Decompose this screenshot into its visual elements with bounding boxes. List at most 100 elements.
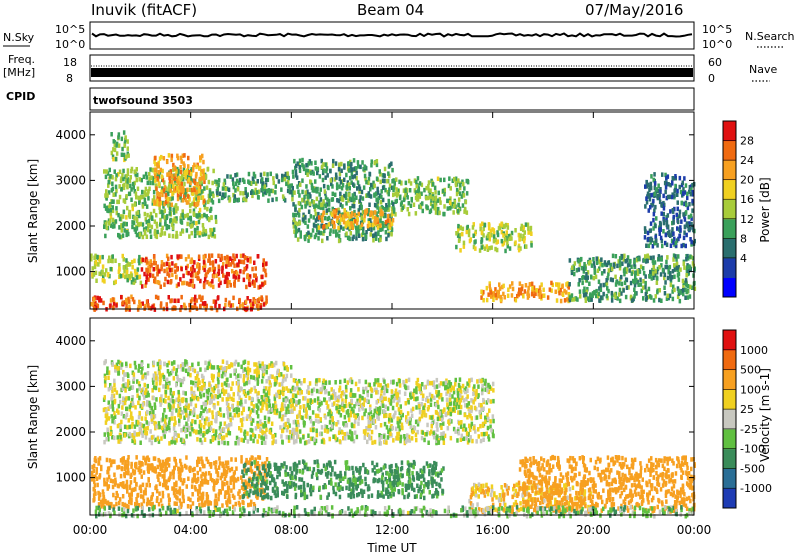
data-cell-0-10-97 <box>507 287 510 292</box>
data-cell-0-6-577 <box>322 162 325 167</box>
data-cell-1-1-897 <box>190 380 193 385</box>
data-cell-0-8-87 <box>400 200 403 205</box>
data-cell-1-1-651 <box>141 366 144 371</box>
data-cell-0-3-514 <box>139 195 143 200</box>
data-cell-1-1-691 <box>137 368 140 373</box>
data-cell-0-8-174 <box>419 204 423 209</box>
data-cell-1-1-338 <box>205 389 209 394</box>
data-cell-0-3-84 <box>117 172 120 177</box>
data-cell-1-0-244 <box>173 493 177 498</box>
nsky-label: N.Sky <box>3 31 35 44</box>
data-cell-0-11-202 <box>578 289 582 294</box>
data-cell-0-3-460 <box>175 183 179 188</box>
data-cell-1-0-592 <box>101 499 105 504</box>
data-cell-0-5-87 <box>267 188 270 193</box>
data-cell-1-0-395 <box>232 472 236 477</box>
data-cell-0-8-160 <box>455 191 459 197</box>
data-cell-1-0-363 <box>108 458 112 463</box>
data-cell-0-10-78 <box>521 284 524 289</box>
data-cell-1-0-609 <box>255 494 259 499</box>
data-cell-1-1-834 <box>217 440 221 446</box>
data-cell-0-3-104 <box>118 194 122 200</box>
data-cell-0-8-33 <box>414 211 418 216</box>
data-cell-0-6-311 <box>317 211 320 217</box>
data-cell-0-11-289 <box>621 261 624 266</box>
data-cell-0-5-57 <box>256 179 259 184</box>
data-cell-0-6-286 <box>365 230 368 235</box>
data-cell-0-5-32 <box>226 174 229 179</box>
data-cell-0-3-340 <box>146 227 150 233</box>
data-cell-0-1-240 <box>146 268 149 273</box>
data-cell-0-5-65 <box>287 175 290 181</box>
data-cell-0-11-359 <box>648 273 651 279</box>
data-cell-1-1-74 <box>207 387 211 393</box>
data-cell-0-11-131 <box>598 286 601 291</box>
data-cell-1-1-8 <box>264 434 268 440</box>
data-cell-0-6-265 <box>355 170 358 176</box>
data-cell-1-0-611 <box>193 485 197 490</box>
data-cell-0-11-70 <box>667 270 670 275</box>
data-cell-1-1-949 <box>252 404 256 409</box>
data-cell-0-2-21 <box>122 152 126 158</box>
data-cell-1-1-871 <box>125 406 128 412</box>
data-cell-1-0-75 <box>163 473 166 479</box>
data-cell-0-0-4 <box>111 258 114 264</box>
data-cell-1-0-134 <box>179 477 183 483</box>
data-cell-0-3-404 <box>206 166 210 172</box>
data-cell-0-5-112 <box>290 183 293 188</box>
data-cell-1-1-70 <box>144 435 148 440</box>
data-cell-1-1-41 <box>263 386 266 391</box>
data-cell-1-1-797 <box>124 372 127 377</box>
data-cell-0-10-93 <box>550 280 553 286</box>
data-cell-1-1-790 <box>208 427 211 433</box>
data-cell-0-3-268 <box>164 221 167 227</box>
data-cell-0-9-16 <box>519 226 523 231</box>
data-cell-0-12-242 <box>649 228 652 233</box>
data-cell-0-11-257 <box>618 256 622 261</box>
data-cell-0-3-7 <box>176 173 180 178</box>
data-cell-1-1-588 <box>216 384 220 389</box>
data-cell-1-1-240 <box>242 360 245 365</box>
data-cell-0-3-167 <box>182 167 186 172</box>
data-cell-0-10-45 <box>499 297 503 302</box>
data-cell-0-12-15 <box>660 238 664 244</box>
data-cell-0-6-492 <box>292 212 295 218</box>
data-cell-0-12-254 <box>650 192 653 198</box>
data-cell-0-10-40 <box>526 295 530 300</box>
data-cell-0-6-57 <box>390 161 393 166</box>
data-cell-1-1-747 <box>231 404 234 409</box>
data-cell-0-12-205 <box>663 180 667 186</box>
data-cell-1-0-23 <box>213 482 216 488</box>
data-cell-1-1-148 <box>111 435 114 440</box>
data-cell-1-0-405 <box>179 458 182 464</box>
data-cell-0-3-253 <box>115 173 118 178</box>
data-cell-1-1-574 <box>234 440 237 446</box>
data-cell-0-8-143 <box>429 194 432 199</box>
data-cell-0-11-114 <box>642 271 646 276</box>
data-cell-0-6-142 <box>327 215 331 221</box>
data-cell-0-11-26 <box>568 282 571 287</box>
data-cell-0-1-227 <box>197 269 201 274</box>
data-cell-0-12-142 <box>665 220 669 225</box>
data-cell-0-5-81 <box>247 171 251 177</box>
data-cell-0-8-146 <box>434 195 438 200</box>
data-cell-1-1-249 <box>173 431 177 436</box>
data-cell-1-0-192 <box>149 466 152 471</box>
data-cell-0-10-0 <box>567 298 570 304</box>
data-cell-1-1-219 <box>274 360 278 366</box>
data-cell-0-1-101 <box>236 271 239 276</box>
data-cell-0-11-48 <box>611 253 615 259</box>
data-cell-0-1-196 <box>175 283 179 289</box>
data-cell-0-10-89 <box>558 290 561 296</box>
data-cell-1-1-24 <box>153 413 157 419</box>
data-cell-0-13-153 <box>173 298 176 303</box>
data-cell-0-11-129 <box>582 269 586 274</box>
data-cell-1-1-985 <box>134 405 137 410</box>
data-cell-0-6-469 <box>352 182 355 187</box>
data-cell-1-0-326 <box>136 492 140 498</box>
data-cell-1-1-0 <box>177 412 180 418</box>
date-title: 07/May/2016 <box>585 1 683 19</box>
data-cell-0-11-385 <box>633 262 636 267</box>
data-cell-1-1-841 <box>229 412 232 417</box>
data-cell-0-3-227 <box>179 194 182 200</box>
